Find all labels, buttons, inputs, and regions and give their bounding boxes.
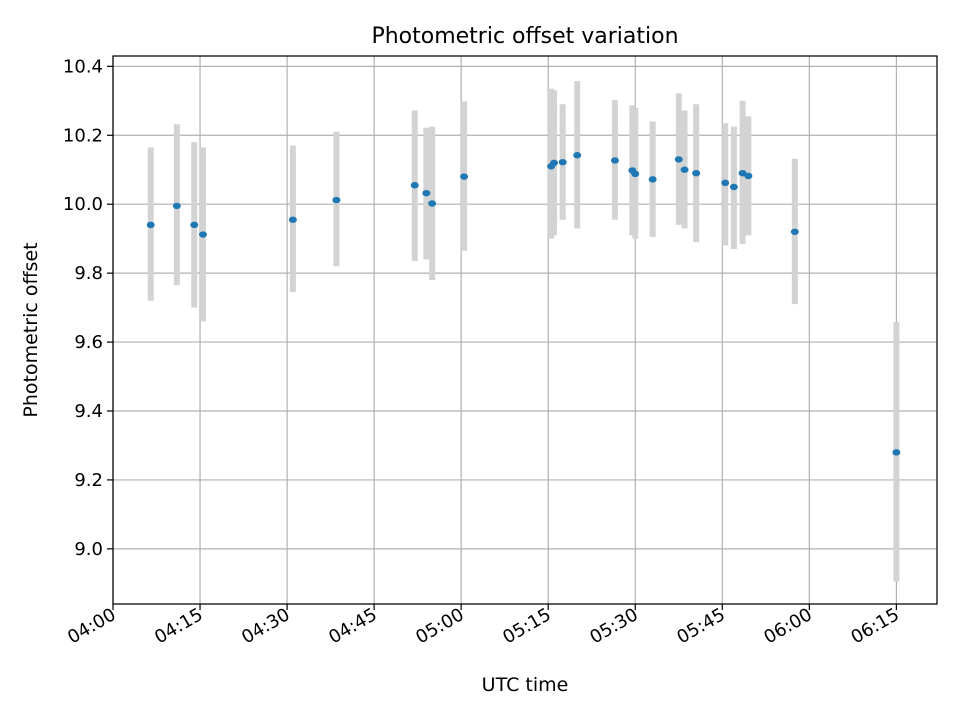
data-point xyxy=(460,173,469,180)
data-point xyxy=(288,216,297,223)
data-point xyxy=(692,169,701,177)
data-point xyxy=(738,169,747,177)
x-axis-label: UTC time xyxy=(482,674,569,696)
y-tick-label: 10.4 xyxy=(63,56,103,77)
data-point xyxy=(631,170,640,178)
data-point xyxy=(680,166,689,173)
chart-title: Photometric offset variation xyxy=(371,24,678,49)
y-tick-label: 10.0 xyxy=(63,194,103,215)
data-point xyxy=(428,200,437,207)
data-point xyxy=(198,231,207,238)
data-point xyxy=(422,189,431,197)
y-tick-label: 10.2 xyxy=(63,125,103,146)
data-point xyxy=(729,183,738,191)
data-point xyxy=(648,176,657,183)
y-tick-label: 9.6 xyxy=(74,332,103,353)
data-point xyxy=(790,228,799,235)
data-point xyxy=(674,156,683,163)
data-point xyxy=(610,157,619,164)
data-point xyxy=(744,172,753,180)
data-point xyxy=(332,196,341,204)
plot-frame xyxy=(112,55,938,605)
data-point xyxy=(172,202,181,210)
y-axis-label: Photometric offset xyxy=(20,242,42,417)
marker-layer xyxy=(146,152,901,456)
y-tick-label: 9.4 xyxy=(74,401,103,422)
data-point xyxy=(573,152,582,159)
y-tick-label: 9.0 xyxy=(74,539,103,560)
data-point xyxy=(146,221,155,229)
data-point xyxy=(550,159,559,167)
data-point xyxy=(558,158,567,166)
data-point xyxy=(721,179,730,187)
y-tick-label: 9.8 xyxy=(74,263,103,284)
data-point xyxy=(410,182,419,189)
y-tick-label: 9.2 xyxy=(74,470,103,491)
data-point xyxy=(892,449,901,456)
data-point xyxy=(190,221,199,229)
